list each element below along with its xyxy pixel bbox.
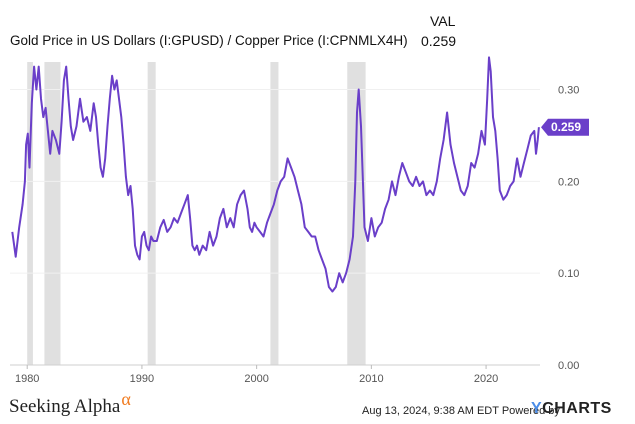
alpha-icon: α (121, 389, 131, 409)
ycharts-wordmark: CHARTS (542, 400, 612, 417)
last-value-badge-text: 0.259 (551, 120, 581, 134)
grid-lines (10, 89, 540, 366)
recession-band (270, 62, 279, 365)
recession-band (27, 62, 33, 365)
last-value-badge-shape (541, 118, 589, 136)
recession-band (147, 62, 156, 365)
y-axis: 0.00 0.10 0.20 0.30 (558, 85, 579, 372)
seeking-alpha-logo: Seeking Alphaα (9, 389, 131, 418)
series-line (11, 56, 540, 293)
recession-band (44, 62, 61, 365)
current-value: 0.259 (421, 33, 457, 49)
x-tick-label: 2020 (474, 373, 498, 385)
ycharts-logo: YCHARTS (531, 400, 612, 418)
series-title: Gold Price in US Dollars (I:GPUSD) / Cop… (10, 33, 408, 48)
x-axis: 1980 1990 2000 2010 2020 (15, 365, 498, 385)
y-tick-label: 0.00 (558, 360, 579, 372)
x-tick-label: 1980 (15, 373, 39, 385)
value-column-header: VAL (430, 13, 456, 29)
brand-name: Seeking Alpha (9, 396, 121, 417)
y-tick-label: 0.20 (558, 176, 579, 188)
x-tick-label: 2000 (244, 373, 268, 385)
x-tick-label: 2010 (359, 373, 383, 385)
ycharts-y-mark: Y (531, 400, 543, 417)
timestamp: Aug 13, 2024, 9:38 AM EDT Powered by (362, 405, 560, 417)
last-value-badge: 0.259 (541, 118, 589, 136)
y-tick-label: 0.10 (558, 268, 579, 280)
y-tick-label: 0.30 (558, 85, 579, 97)
x-tick-label: 1990 (130, 373, 154, 385)
